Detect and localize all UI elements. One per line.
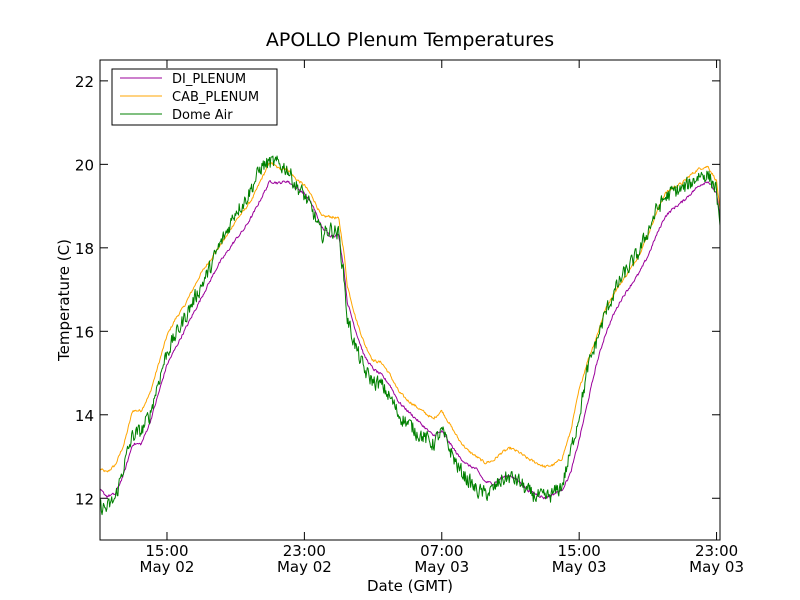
x-tick-label-time: 15:00: [145, 542, 188, 560]
y-axis-label: Temperature (C): [55, 239, 73, 362]
x-tick-label-time: 07:00: [420, 542, 463, 560]
legend-label-dome-air: Dome Air: [172, 108, 233, 123]
series-layer: [99, 155, 721, 516]
y-tick-label: 12: [75, 490, 94, 508]
y-tick-label: 22: [75, 73, 94, 91]
chart-title: APOLLO Plenum Temperatures: [266, 29, 554, 51]
series-line-di-plenum: [99, 180, 721, 500]
x-tick-label-time: 23:00: [283, 542, 326, 560]
x-tick-label-time: 23:00: [695, 542, 738, 560]
plot-frame: [99, 59, 721, 541]
x-tick-label-date: May 02: [277, 558, 332, 576]
series-line-dome-air: [99, 155, 721, 516]
x-tick-label-time: 15:00: [558, 542, 601, 560]
y-tick-label: 14: [75, 407, 94, 425]
x-tick-label-date: May 03: [689, 558, 744, 576]
x-tick-label-date: May 03: [552, 558, 607, 576]
series-line-cab-plenum: [99, 162, 721, 473]
x-tick-label-date: May 02: [140, 558, 195, 576]
x-axis-label: Date (GMT): [367, 577, 453, 595]
x-tick-label-date: May 03: [414, 558, 469, 576]
y-tick-label: 20: [75, 156, 94, 174]
plot-area: [100, 60, 720, 540]
y-tick-label: 16: [75, 323, 94, 341]
y-tick-label: 18: [75, 240, 94, 258]
legend: DI_PLENUM CAB_PLENUM Dome Air: [111, 68, 278, 126]
legend-label-di-plenum: DI_PLENUM: [172, 72, 246, 87]
legend-label-cab-plenum: CAB_PLENUM: [172, 90, 259, 105]
